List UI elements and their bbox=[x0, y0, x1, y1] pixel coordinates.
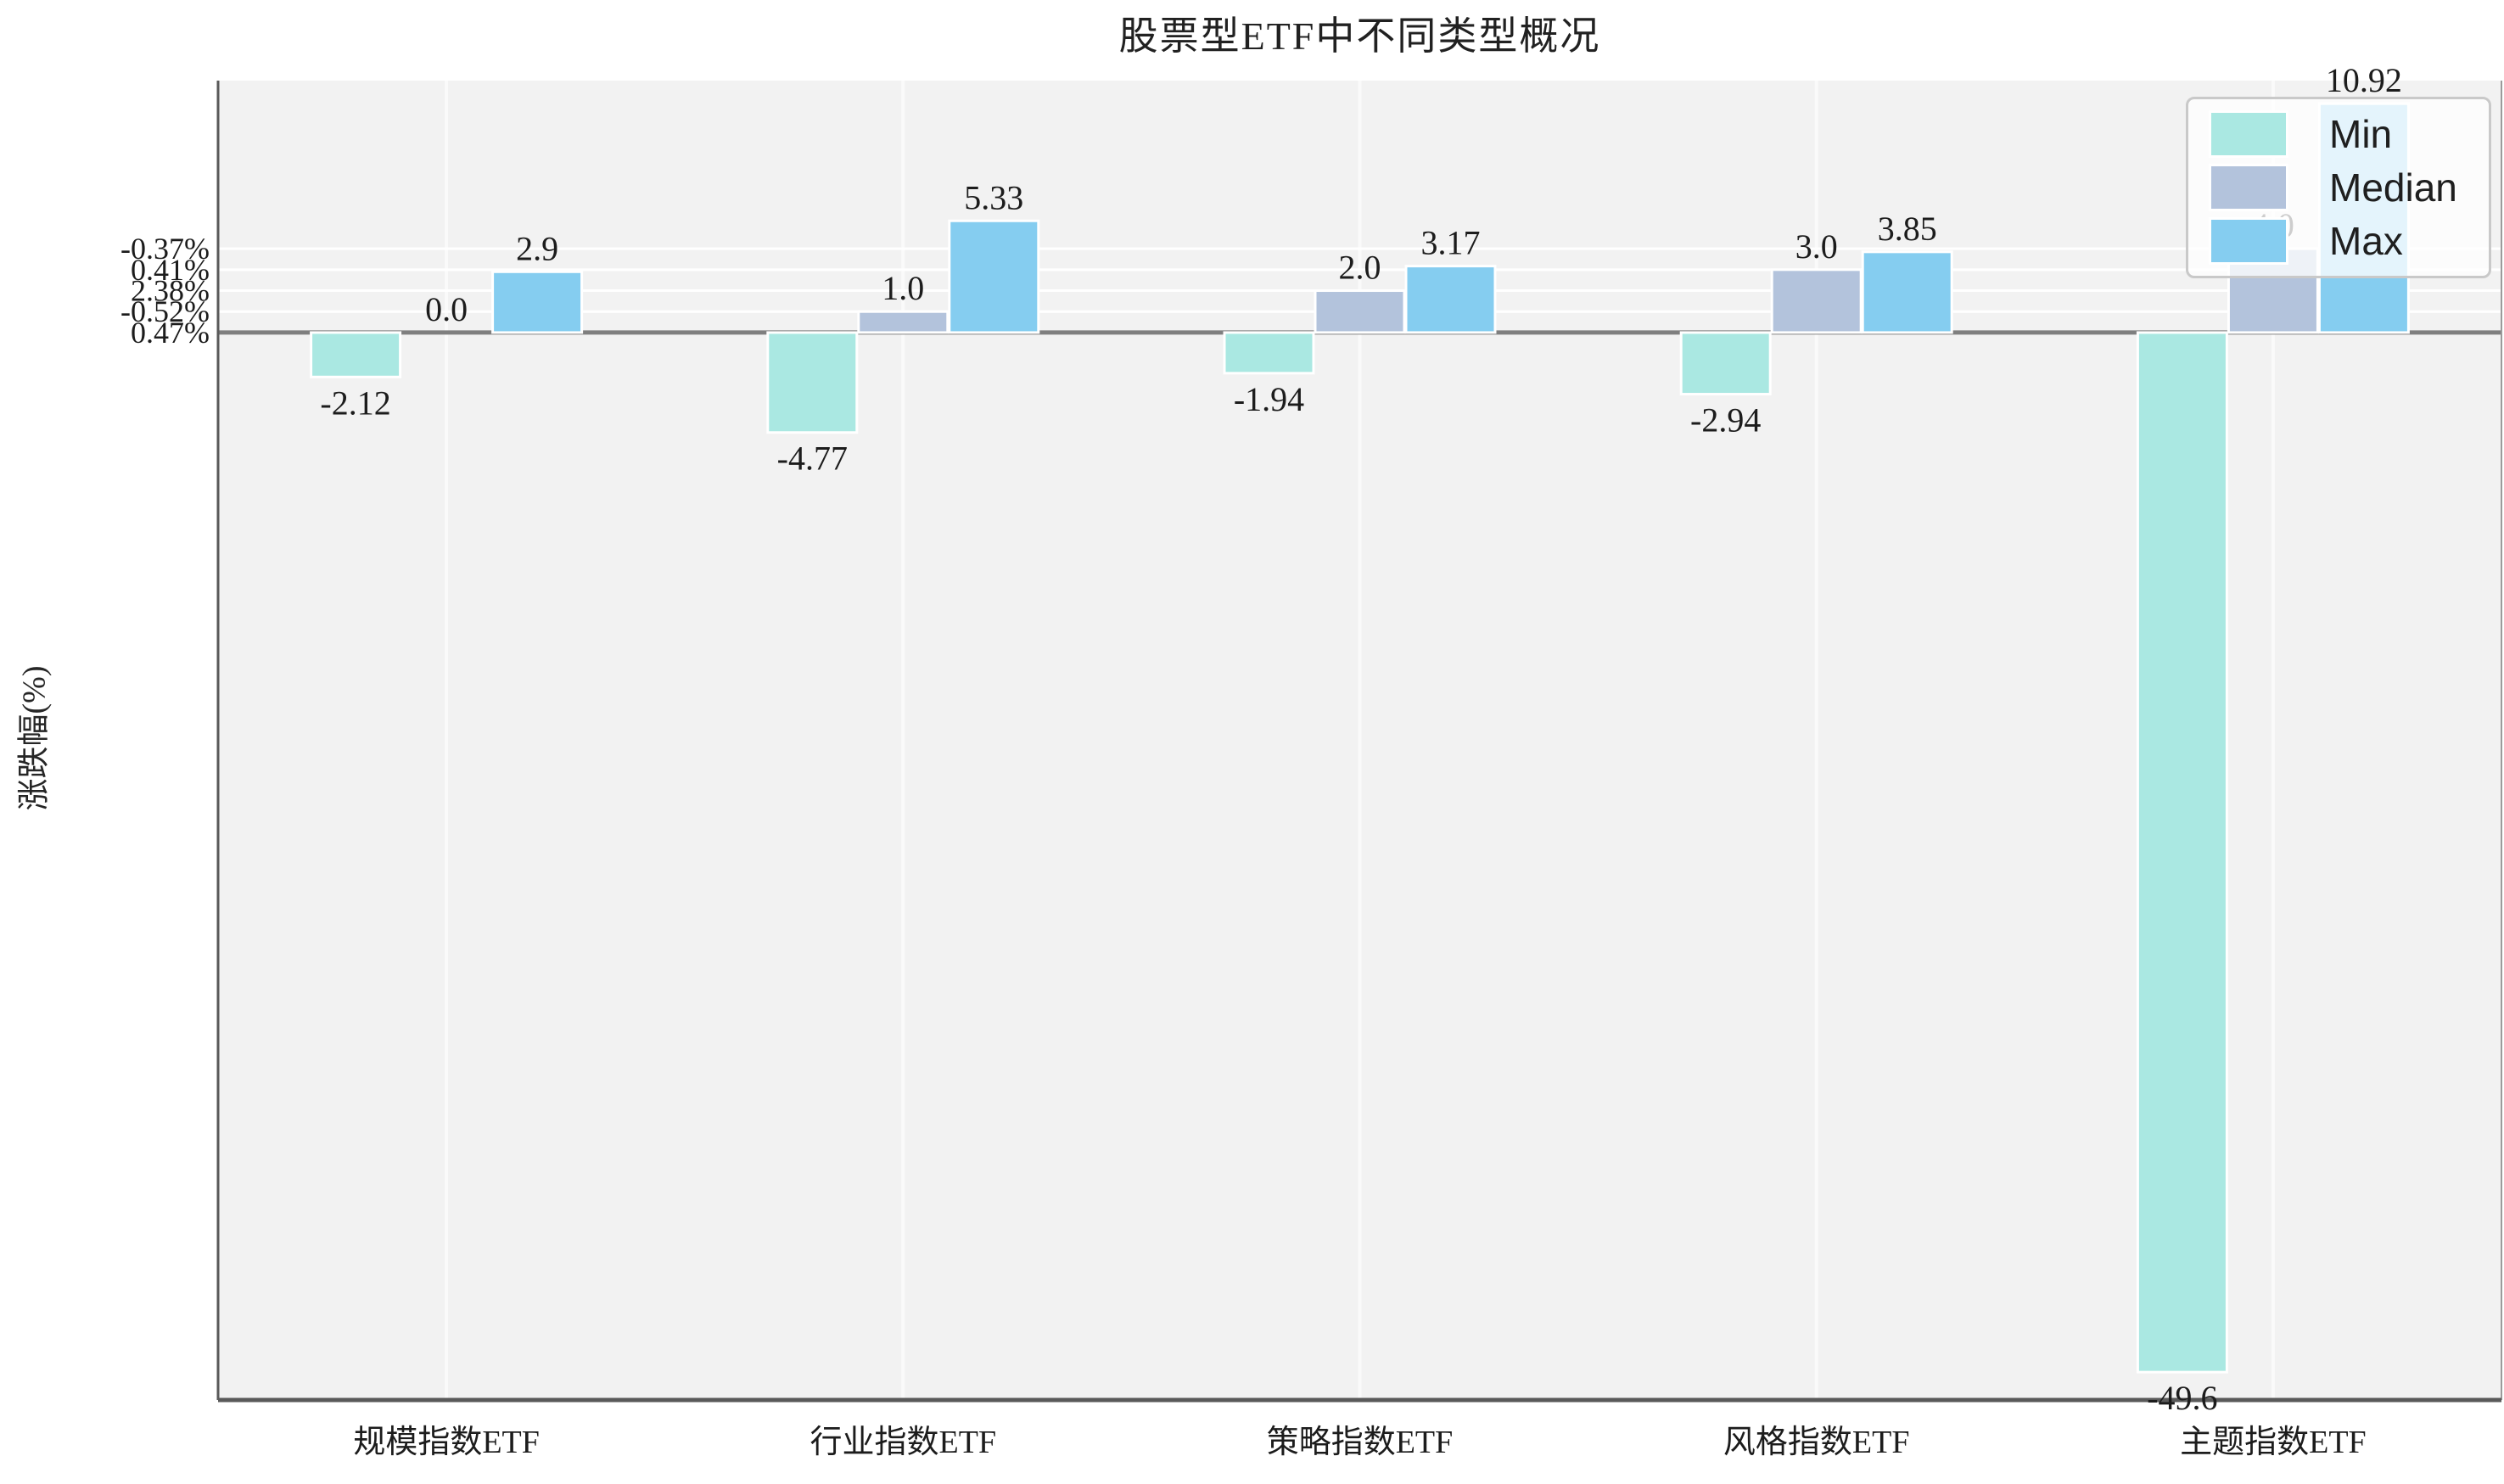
bar-value-label: -49.6 bbox=[2147, 1379, 2217, 1417]
bar-value-label: -1.94 bbox=[1234, 380, 1304, 418]
y-axis-label: 涨跌幅(%) bbox=[16, 665, 53, 811]
bar-max-1 bbox=[948, 219, 1040, 334]
y-tick-label: 2.38% bbox=[131, 274, 210, 308]
bar-max-2 bbox=[1404, 265, 1497, 334]
legend-item-median: Median bbox=[2188, 163, 2489, 211]
bar-value-label: 3.85 bbox=[1878, 210, 1937, 248]
y-tick-label: -0.52% bbox=[120, 294, 210, 328]
bar-value-label: 10.92 bbox=[2326, 61, 2402, 99]
bar-value-label: 1.0 bbox=[882, 269, 924, 307]
bar-max-3 bbox=[1861, 250, 1953, 334]
bar-value-label: -4.77 bbox=[777, 440, 848, 478]
legend-swatch-min bbox=[2209, 110, 2288, 159]
x-tick-label: 主题指数ETF bbox=[2180, 1425, 2367, 1460]
bar-min-3 bbox=[1679, 331, 1772, 396]
bar-value-label: 0.0 bbox=[425, 290, 468, 328]
x-tick-label: 规模指数ETF bbox=[353, 1425, 540, 1460]
chart-title: 股票型ETF中不同类型概况 bbox=[1118, 14, 1601, 58]
bar-value-label: -2.94 bbox=[1690, 401, 1761, 440]
y-tick-label: -0.37% bbox=[120, 232, 210, 266]
legend-item-min: Min bbox=[2188, 110, 2489, 159]
bar-min-0 bbox=[310, 331, 402, 378]
legend: Min Median Max bbox=[2186, 97, 2491, 278]
legend-label: Median bbox=[2329, 165, 2457, 210]
y-tick-label: 0.41% bbox=[131, 253, 210, 287]
bar-value-label: 5.33 bbox=[964, 178, 1023, 216]
x-tick-label: 风格指数ETF bbox=[1723, 1425, 1910, 1460]
bar-max-0 bbox=[491, 270, 584, 334]
bar-median-3 bbox=[1770, 268, 1863, 334]
legend-item-max: Max bbox=[2188, 216, 2489, 265]
x-tick-label: 行业指数ETF bbox=[810, 1425, 997, 1460]
bar-value-label: -2.12 bbox=[320, 384, 390, 422]
bar-value-label: 2.0 bbox=[1339, 249, 1381, 287]
bar-median-2 bbox=[1314, 289, 1406, 334]
legend-swatch-median bbox=[2209, 163, 2288, 211]
bar-median-1 bbox=[857, 310, 950, 334]
bar-value-label: 3.0 bbox=[1795, 227, 1838, 266]
bar-min-2 bbox=[1223, 331, 1315, 375]
legend-swatch-max bbox=[2209, 216, 2288, 265]
bar-value-label: 2.9 bbox=[516, 229, 558, 267]
bar-min-1 bbox=[766, 331, 859, 434]
bar-value-label: 3.17 bbox=[1421, 224, 1481, 262]
legend-label: Min bbox=[2329, 112, 2393, 157]
x-tick-label: 策略指数ETF bbox=[1267, 1425, 1454, 1460]
bar-min-4 bbox=[2136, 331, 2228, 1374]
legend-label: Max bbox=[2329, 218, 2403, 263]
y-tick-label: 0.47% bbox=[131, 316, 210, 350]
